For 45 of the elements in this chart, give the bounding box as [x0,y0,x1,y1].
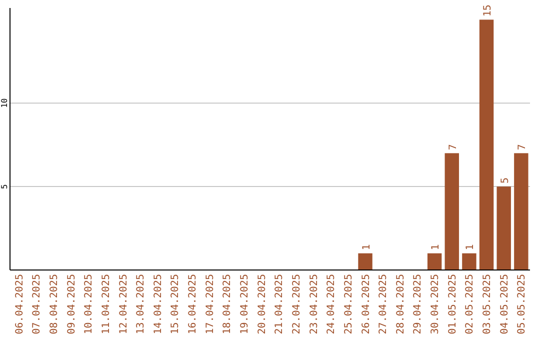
data-label: 5 [500,178,511,184]
data-label: 7 [517,144,528,150]
y-tick-label: 10 [0,98,9,108]
x-tick-label: 09.04.2025 [66,274,78,334]
bar [462,253,476,270]
x-tick-label: 03.05.2025 [482,274,494,334]
bar [358,253,372,270]
x-tick-label: 29.04.2025 [412,274,424,334]
x-tick-label: 18.04.2025 [222,274,234,334]
bar [427,253,442,270]
x-tick-label: 21.04.2025 [274,274,286,334]
x-tick-label: 01.05.2025 [447,274,458,334]
x-tick-label: 11.04.2025 [100,274,112,334]
x-tick-label: 14.04.2025 [152,274,164,334]
x-tick-label: 26.04.2025 [360,274,372,334]
x-tick-label: 16.04.2025 [188,274,199,334]
data-label: 1 [430,244,442,250]
data-label: 1 [465,244,476,250]
x-tick-label: 07.04.2025 [32,274,43,334]
x-tick-label: 20.04.2025 [256,274,268,334]
data-label: 15 [482,4,494,17]
x-tick-label: 02.05.2025 [464,274,476,334]
x-tick-label: 08.04.2025 [48,274,60,334]
x-tick-label: 27.04.2025 [378,274,390,334]
x-tick-label: 19.04.2025 [240,274,251,334]
data-label: 7 [448,144,459,150]
x-tick-label: 23.04.2025 [308,274,320,334]
x-tick-label: 28.04.2025 [395,274,406,334]
x-tick-label: 25.04.2025 [343,274,354,334]
x-tick-label: 15.04.2025 [170,274,182,334]
data-label: 1 [361,244,372,250]
x-tick-label: 22.04.2025 [291,274,302,334]
bar [496,186,511,270]
x-tick-label: 17.04.2025 [204,274,216,334]
x-tick-label: 13.04.2025 [136,274,147,334]
bar [514,153,528,270]
x-tick-label: 10.04.2025 [84,274,95,334]
x-tick-label: 24.04.2025 [326,274,338,334]
bar [479,20,494,270]
bar [444,153,459,270]
x-tick-label: 05.05.2025 [516,274,528,334]
x-tick-label: 04.05.2025 [499,274,510,334]
x-tick-label: 30.04.2025 [430,274,442,334]
x-tick-label: 06.04.2025 [14,274,26,334]
x-tick-label: 12.04.2025 [118,274,130,334]
